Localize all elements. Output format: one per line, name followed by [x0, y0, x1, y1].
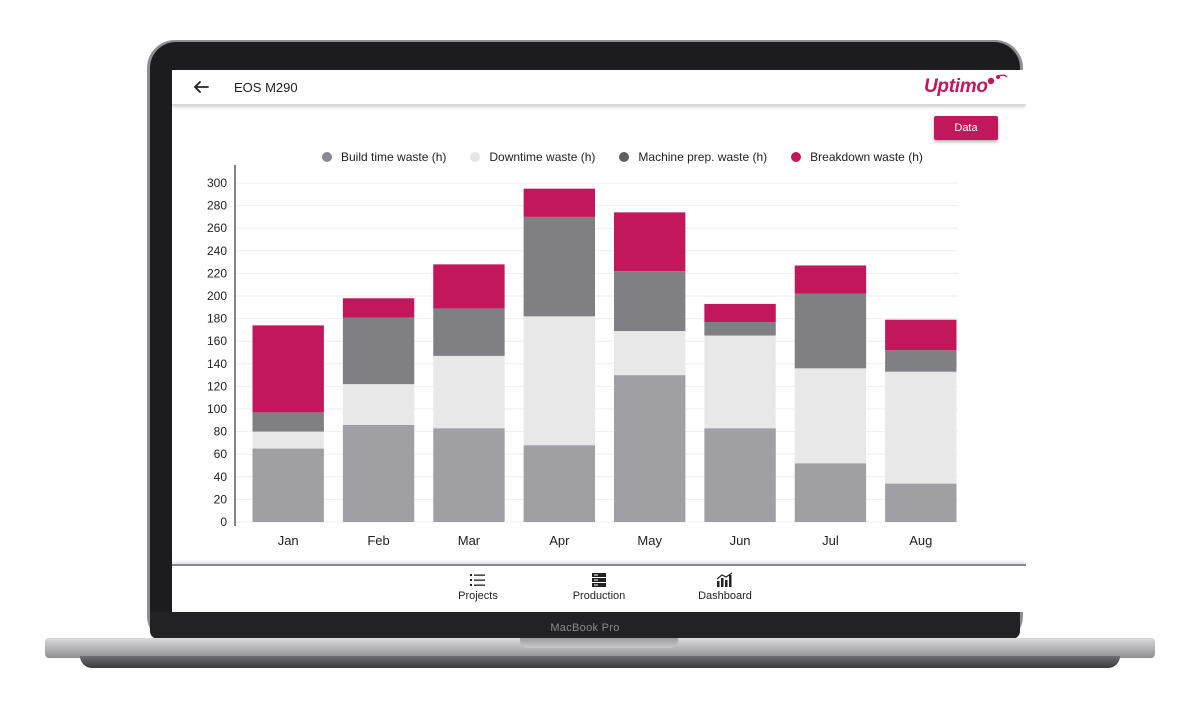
nav-label-dashboard: Dashboard [698, 590, 752, 602]
nav-item-production[interactable]: Production [554, 572, 644, 602]
y-tick-label: 280 [207, 199, 227, 213]
y-tick-label: 80 [214, 425, 228, 439]
legend-item: Downtime waste (h) [470, 148, 595, 166]
bar-segment [523, 316, 596, 446]
x-tick-label: Aug [909, 533, 932, 548]
bar-segment [342, 384, 415, 425]
bar-segment [342, 317, 415, 385]
bar-segment [704, 303, 776, 322]
y-tick-label: 0 [220, 515, 227, 529]
legend-label: Machine prep. waste (h) [638, 150, 768, 164]
nav-item-projects[interactable]: Projects [433, 572, 523, 602]
legend-swatch [322, 152, 332, 162]
brand-logo: Uptimo [924, 76, 988, 97]
y-tick-label: 220 [207, 266, 227, 280]
legend-label: Build time waste (h) [341, 150, 447, 164]
bar-segment [885, 319, 957, 351]
bar-segment [523, 445, 596, 522]
y-tick-label: 260 [207, 221, 227, 235]
legend-swatch [791, 152, 802, 162]
legend-label: Downtime waste (h) [489, 150, 596, 164]
app-header: EOS M290 Uptimo [172, 70, 1026, 105]
server-icon [592, 573, 606, 587]
legend-item: Build time waste (h) [322, 148, 446, 166]
x-tick-label: May [637, 533, 662, 548]
y-tick-label: 200 [207, 289, 227, 303]
bar-segment [252, 412, 324, 432]
x-tick-label: Mar [458, 533, 481, 548]
x-tick-label: Jun [730, 533, 751, 548]
bar-segment [523, 188, 596, 217]
bar-segment [613, 212, 686, 272]
logo-dots-icon [987, 74, 1008, 85]
arrow-left-icon [194, 81, 209, 93]
y-tick-label: 60 [214, 447, 228, 461]
legend-swatch [619, 152, 630, 162]
y-tick-label: 100 [207, 402, 227, 416]
bar-segment [252, 431, 324, 449]
legend-label: Breakdown waste (h) [810, 150, 923, 164]
y-tick-label: 180 [207, 312, 227, 326]
bar-segment [523, 216, 596, 317]
laptop-base [45, 638, 1155, 658]
y-tick-label: 160 [207, 334, 227, 348]
y-tick-label: 300 [207, 176, 227, 190]
app-screen: EOS M290 Uptimo Data Build time waste (h… [172, 70, 1026, 612]
bar-segment [252, 448, 324, 522]
chart-legend: Build time waste (h) Downtime waste (h) Ma… [322, 148, 962, 166]
bar-segment [252, 325, 324, 413]
bar-segment [613, 331, 686, 376]
bar-segment [342, 298, 415, 318]
legend-item: Breakdown waste (h) [791, 148, 923, 166]
y-tick-label: 140 [207, 357, 227, 371]
data-button[interactable]: Data [934, 116, 998, 140]
nav-item-dashboard[interactable]: Dashboard [680, 572, 770, 602]
bar-segment [885, 371, 957, 484]
laptop-notch [520, 638, 678, 648]
bar-segment [433, 264, 505, 309]
nav-label-projects: Projects [458, 590, 498, 602]
list-icon [470, 574, 485, 586]
bar-segment [433, 308, 505, 356]
bar-segment [794, 463, 867, 522]
bar-segment [885, 483, 957, 522]
page-title: EOS M290 [234, 80, 298, 95]
bar-segment [613, 271, 686, 332]
bar-segment [433, 428, 505, 522]
bar-segment [704, 428, 776, 522]
bar-segment [704, 321, 776, 336]
legend-item: Machine prep. waste (h) [619, 148, 767, 166]
x-tick-label: Jul [822, 533, 839, 548]
bar-chart-icon [716, 572, 733, 587]
bar-segment [885, 350, 957, 372]
bar-segment [794, 265, 867, 294]
waste-stacked-bar-chart: 0 20 40 60 80 100 120 140 160 180 200 220 240 260 280 3… [207, 165, 958, 548]
x-tick-label: Feb [367, 533, 389, 548]
bar-segment [794, 368, 867, 464]
y-tick-label: 40 [214, 470, 228, 484]
nav-label-production: Production [572, 590, 626, 602]
x-tick-label: Apr [549, 533, 570, 548]
bottom-nav: Projects Production Dashboard [172, 564, 1026, 612]
bar-segment [794, 293, 867, 369]
y-tick-label: 240 [207, 244, 227, 258]
y-tick-label: 120 [207, 379, 227, 393]
bar-segment [342, 424, 415, 522]
back-button[interactable] [190, 77, 212, 97]
device-label: MacBook Pro [550, 622, 620, 634]
legend-swatch [470, 152, 481, 162]
bar-segment [433, 355, 505, 429]
bar-segment [704, 335, 776, 429]
laptop-base-shadow [80, 656, 1120, 668]
y-tick-label: 20 [214, 492, 228, 506]
screen-bezel [150, 612, 1020, 639]
bar-segment [613, 375, 686, 522]
x-tick-label: Jan [278, 533, 299, 548]
